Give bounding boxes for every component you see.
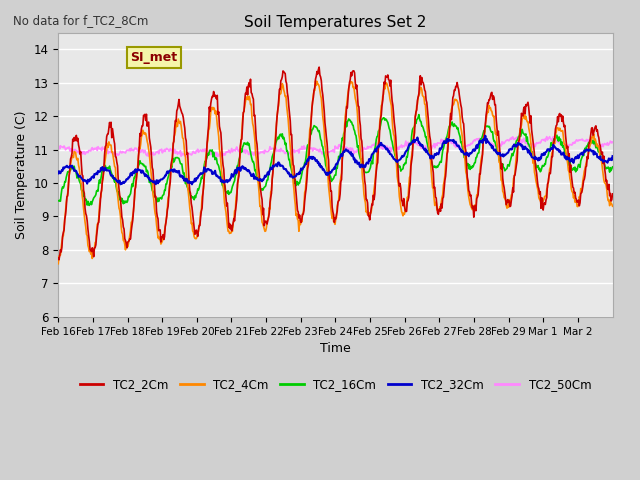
X-axis label: Time: Time xyxy=(320,342,351,355)
Title: Soil Temperatures Set 2: Soil Temperatures Set 2 xyxy=(244,15,427,30)
Text: SI_met: SI_met xyxy=(131,51,177,64)
Text: No data for f_TC2_8Cm: No data for f_TC2_8Cm xyxy=(13,14,148,27)
Legend: TC2_2Cm, TC2_4Cm, TC2_16Cm, TC2_32Cm, TC2_50Cm: TC2_2Cm, TC2_4Cm, TC2_16Cm, TC2_32Cm, TC… xyxy=(75,374,596,396)
Y-axis label: Soil Temperature (C): Soil Temperature (C) xyxy=(15,110,28,239)
